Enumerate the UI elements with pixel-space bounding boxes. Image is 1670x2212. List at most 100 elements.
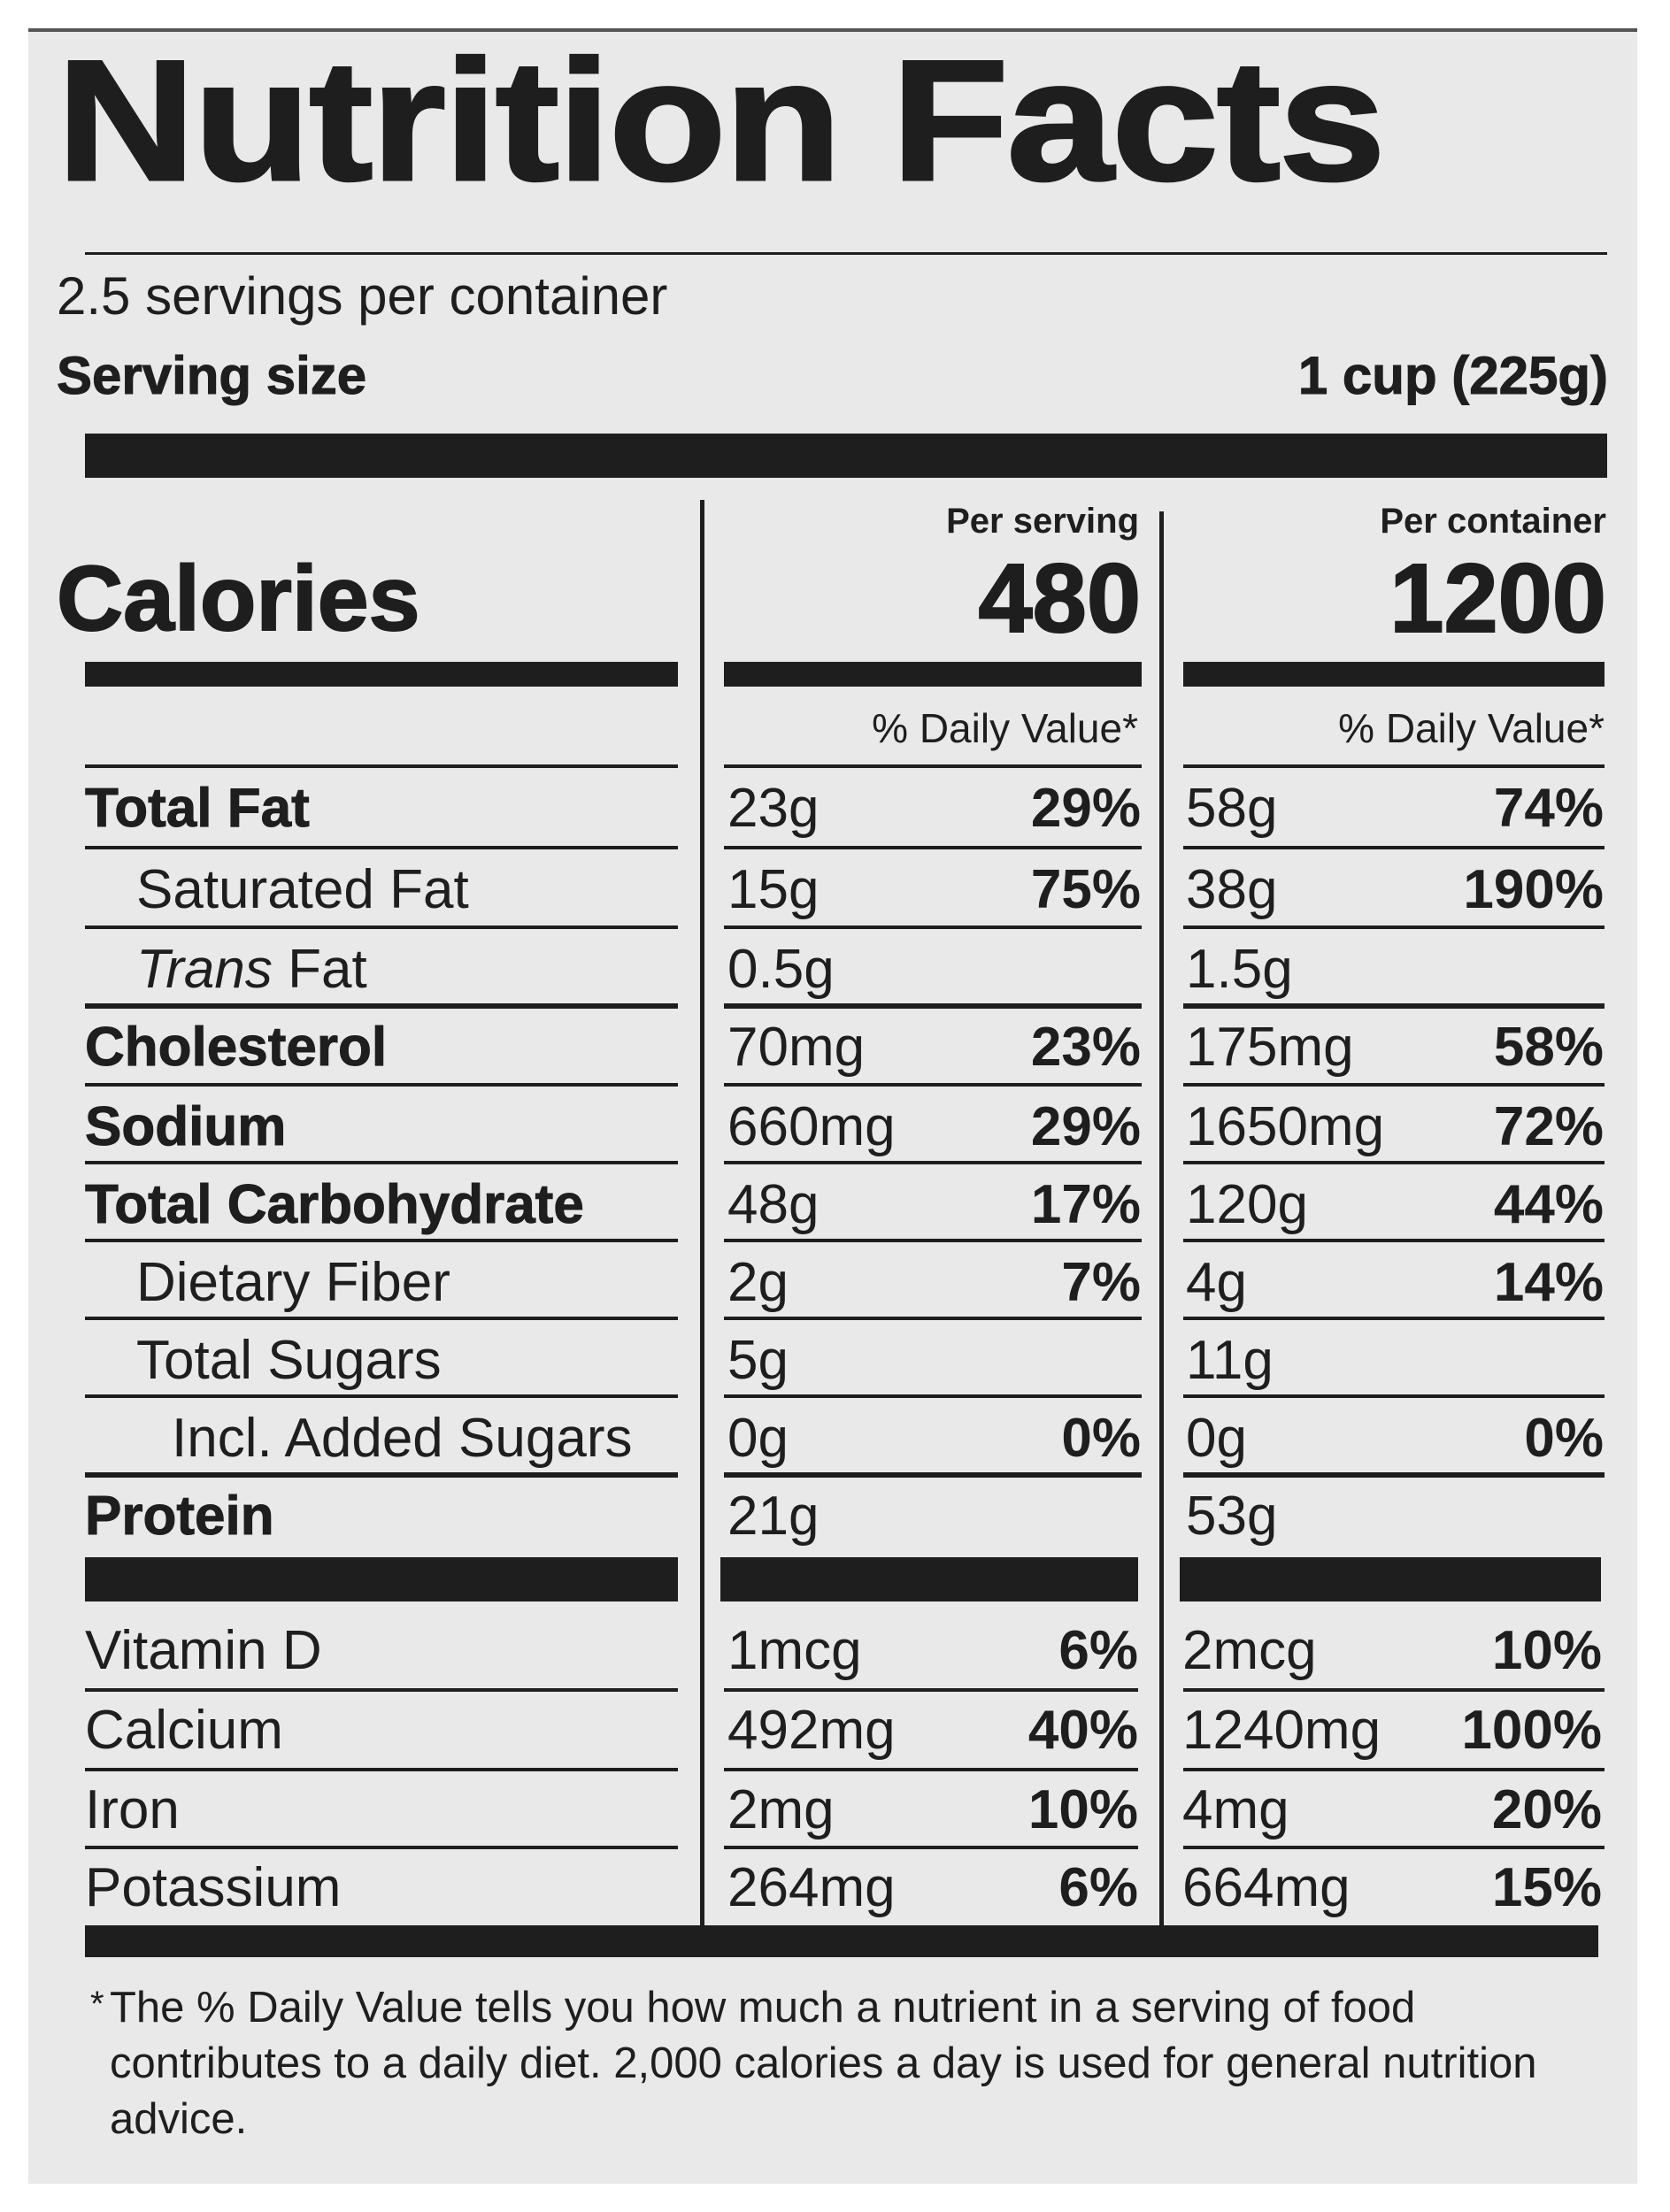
row-divider <box>724 1239 1142 1242</box>
daily-value-footnote: * The % Daily Value tells you how much a… <box>90 1980 1597 2147</box>
row-divider <box>724 1003 1142 1009</box>
container-amount: 1650mg <box>1186 1096 1385 1157</box>
serving-dv: 6% <box>1058 1620 1138 1681</box>
row-divider <box>85 1239 678 1242</box>
container-amount: 1240mg <box>1182 1700 1381 1761</box>
serving-thick-divider <box>85 434 1607 478</box>
container-dv: 72% <box>1493 1096 1604 1157</box>
serving-amount: 70mg <box>727 1017 866 1078</box>
serving-dv: 17% <box>1030 1174 1141 1235</box>
serving-amount: 660mg <box>727 1096 896 1157</box>
serving-dv: 29% <box>1030 1096 1141 1157</box>
row-divider <box>1183 1003 1605 1009</box>
serving-dv: 75% <box>1030 859 1141 920</box>
nutrient-label: Total Fat <box>85 778 311 840</box>
vitamins-bar-mid <box>720 1557 1138 1601</box>
calories-bar-right <box>1183 662 1605 687</box>
serving-dv: 7% <box>1061 1252 1141 1313</box>
serving-amount: 2mg <box>727 1779 835 1840</box>
row-divider <box>1183 1394 1605 1398</box>
row-divider <box>1183 926 1605 929</box>
nutrient-label: Dietary Fiber <box>136 1252 450 1313</box>
row-divider <box>724 1472 1142 1478</box>
micronutrient-label: Iron <box>85 1779 180 1840</box>
micro-row-divider <box>85 1768 678 1771</box>
container-dv: 0% <box>1524 1408 1604 1469</box>
serving-amount: 264mg <box>727 1857 896 1918</box>
micro-row-divider <box>724 1688 1138 1692</box>
nutrient-label: Sodium <box>84 1096 287 1158</box>
calories-per-serving: 480 <box>977 543 1142 654</box>
container-dv: 44% <box>1493 1174 1604 1235</box>
dv-heading-container: % Daily Value* <box>1338 705 1605 751</box>
calories-bar-left <box>85 662 678 687</box>
row-divider <box>1183 1083 1605 1087</box>
micronutrient-label: Potassium <box>85 1857 342 1918</box>
row-divider <box>85 1472 678 1478</box>
title-divider <box>85 252 1607 255</box>
footnote-asterisk: * <box>90 1985 104 2024</box>
nutrient-label: Saturated Fat <box>136 859 469 920</box>
container-amount: 58g <box>1186 778 1278 839</box>
row-divider <box>1183 1317 1605 1320</box>
micro-row-divider <box>85 1846 678 1849</box>
container-amount: 120g <box>1186 1174 1308 1235</box>
vitamins-bar-right <box>1180 1557 1601 1601</box>
serving-amount: 21g <box>727 1486 820 1547</box>
nutrient-label-text: Fat <box>272 939 367 1000</box>
row-divider <box>85 1161 678 1164</box>
nutrient-label: Cholesterol <box>84 1017 388 1079</box>
nutrient-label: Protein <box>85 1486 275 1548</box>
serving-amount: 492mg <box>727 1700 896 1761</box>
calories-label: Calories <box>56 547 420 651</box>
container-dv: 58% <box>1493 1017 1604 1078</box>
calories-per-container: 1200 <box>1389 543 1607 654</box>
container-amount: 4g <box>1186 1252 1247 1313</box>
row-divider <box>85 846 678 849</box>
micronutrient-label: Vitamin D <box>85 1620 322 1681</box>
dv-heading-serving: % Daily Value* <box>872 705 1138 751</box>
serving-amount: 2g <box>727 1252 789 1313</box>
per-serving-heading: Per serving <box>946 502 1139 541</box>
micro-row-divider <box>85 1688 678 1692</box>
row-divider <box>85 926 678 929</box>
container-amount: 1.5g <box>1186 939 1293 1000</box>
serving-size-label: Serving size <box>56 346 367 406</box>
nutrient-label: Incl. Added Sugars <box>172 1408 633 1469</box>
row-divider <box>724 1394 1142 1398</box>
row-divider <box>85 1083 678 1087</box>
serving-amount: 23g <box>727 778 820 839</box>
container-amount: 4mg <box>1182 1779 1289 1840</box>
serving-amount: 48g <box>727 1174 820 1235</box>
serving-dv: 6% <box>1058 1857 1138 1918</box>
micro-row-divider <box>724 1768 1138 1771</box>
micro-row-divider <box>1183 1768 1605 1771</box>
servings-per-container: 2.5 servings per container <box>57 266 668 326</box>
row-divider <box>1183 1239 1605 1242</box>
row-divider <box>1183 1472 1605 1478</box>
container-amount: 11g <box>1186 1330 1274 1391</box>
row-divider <box>1183 1161 1605 1164</box>
footnote-text: The % Daily Value tells you how much a n… <box>110 1984 1537 2143</box>
per-container-heading: Per container <box>1380 502 1606 541</box>
serving-dv: 0% <box>1061 1408 1141 1469</box>
row-divider <box>1183 764 1605 768</box>
row-divider <box>724 1083 1142 1087</box>
container-amount: 53g <box>1186 1486 1278 1547</box>
container-amount: 664mg <box>1182 1857 1351 1918</box>
row-divider <box>85 1317 678 1320</box>
container-dv: 74% <box>1493 778 1604 839</box>
container-dv: 15% <box>1491 1857 1602 1918</box>
container-amount: 38g <box>1186 859 1278 920</box>
micronutrient-label: Calcium <box>85 1700 283 1761</box>
row-divider <box>85 1003 678 1009</box>
row-divider <box>85 1394 678 1398</box>
row-divider <box>724 764 1142 768</box>
serving-amount: 15g <box>727 859 820 920</box>
container-amount: 2mcg <box>1182 1620 1317 1681</box>
serving-amount: 0.5g <box>727 939 835 1000</box>
micro-row-divider <box>724 1846 1138 1849</box>
container-amount: 0g <box>1186 1408 1247 1469</box>
vitamins-bar-left <box>85 1557 678 1601</box>
row-divider <box>85 764 678 768</box>
